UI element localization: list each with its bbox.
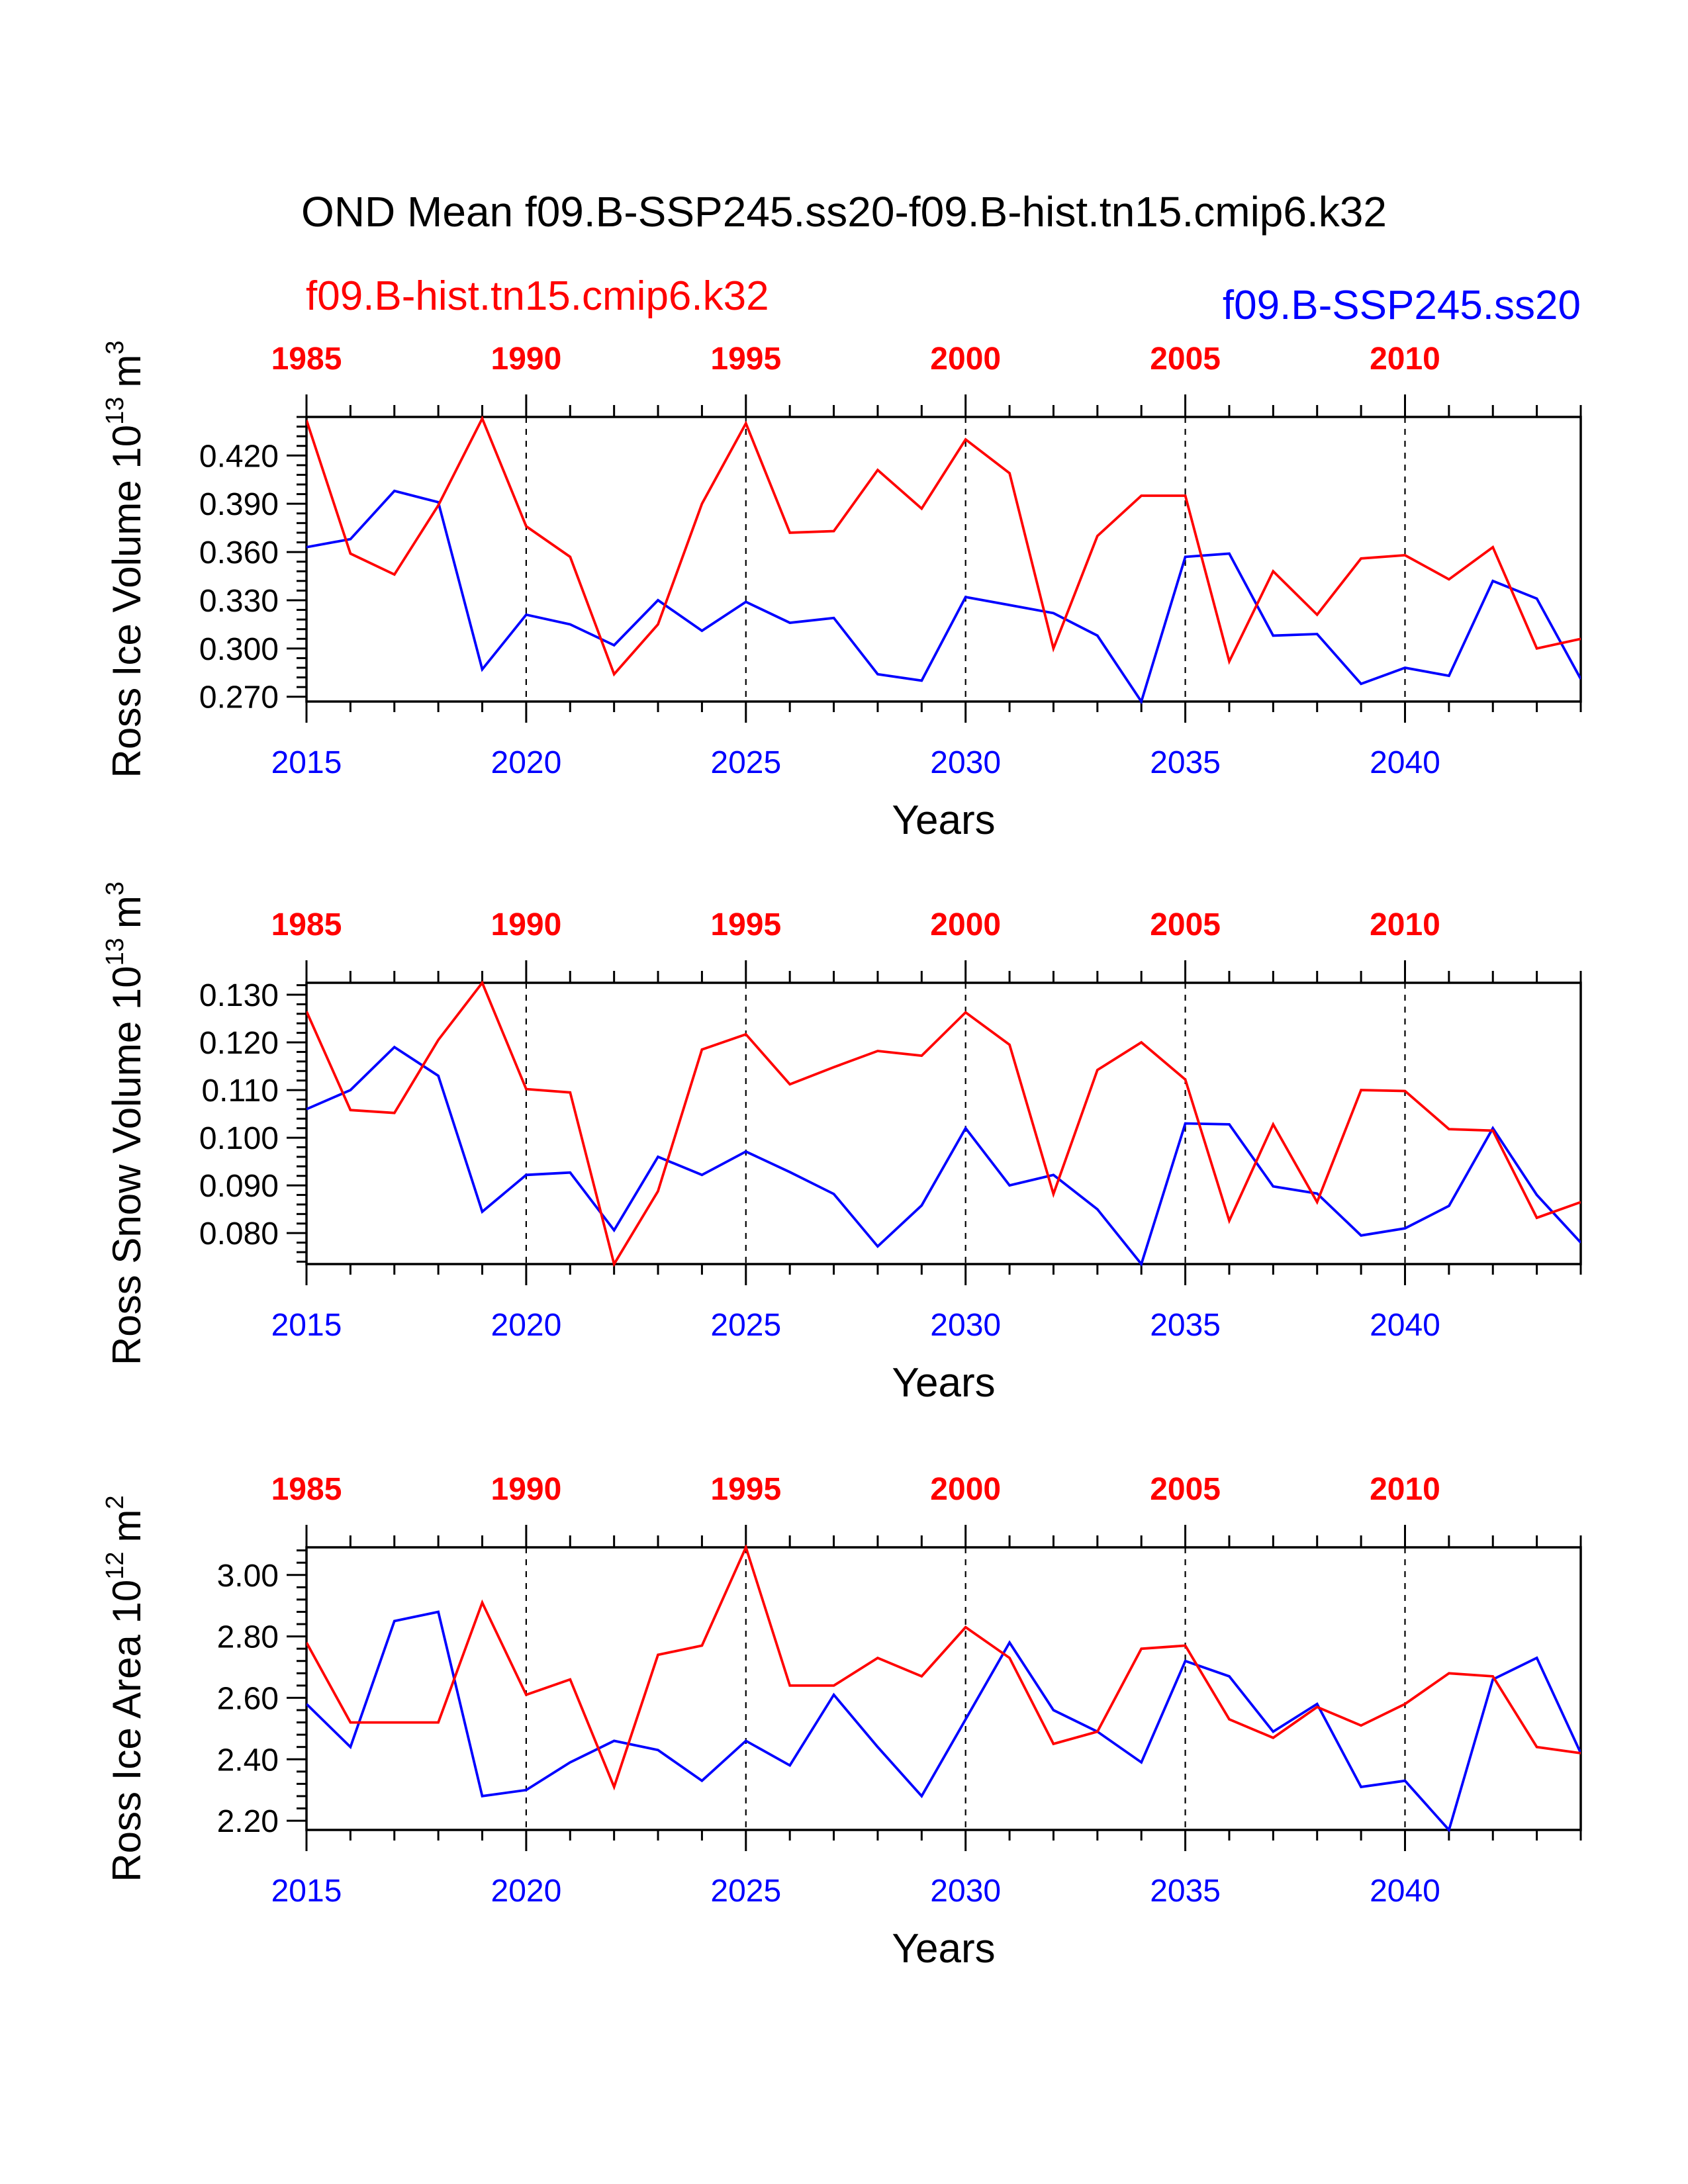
- y-axis-label-unit: m: [105, 895, 149, 929]
- x-tick-label-top: 1995: [710, 1472, 781, 1507]
- y-axis-label-unit: m: [105, 355, 149, 388]
- x-tick-label-top: 1990: [491, 1472, 562, 1507]
- series-line-hist: [306, 415, 1581, 677]
- y-tick-label: 0.100: [199, 1121, 279, 1156]
- x-tick-label-bottom: 2035: [1150, 1874, 1221, 1909]
- x-tick-label-top: 1995: [710, 907, 781, 942]
- y-tick-label: 0.090: [199, 1169, 279, 1204]
- y-axis-label: Ross Ice Area 1012 m2: [101, 1495, 149, 1882]
- y-axis-label-unit: m: [105, 1509, 149, 1542]
- plot-frame: [305, 981, 1582, 1265]
- y-axis-label-unit-exp: 3: [101, 882, 129, 895]
- x-axis-label: Years: [892, 797, 995, 843]
- y-tick-label: 2.40: [217, 1743, 279, 1778]
- x-tick-label-top: 1995: [710, 341, 781, 377]
- x-tick-label-bottom: 2040: [1370, 745, 1440, 780]
- y-tick-label: 0.110: [201, 1073, 279, 1109]
- series-line-hist: [306, 980, 1581, 1267]
- y-tick-label: 0.120: [199, 1026, 279, 1061]
- y-axis-label-text: Ross Ice Area 10: [105, 1580, 149, 1882]
- x-tick-label-bottom: 2025: [710, 1308, 781, 1343]
- x-tick-label-top: 1990: [491, 341, 562, 377]
- x-tick-label-bottom: 2030: [930, 745, 1001, 780]
- legend-hist-label: f09.B-hist.tn15.cmip6.k32: [306, 273, 769, 319]
- figure-title: OND Mean f09.B-SSP245.ss20-f09.B-hist.tn…: [301, 188, 1387, 236]
- series-line-ssp245: [306, 489, 1581, 704]
- panel-2: 2015 2020 2025 2030 2035 2040 1985 1990 1995 2000…: [101, 882, 1582, 1406]
- y-tick-label: 0.130: [199, 978, 279, 1013]
- x-tick-label-bottom: 2015: [271, 1308, 342, 1343]
- y-axis-label-exp: 12: [101, 1551, 129, 1579]
- x-tick-label-top: 1985: [271, 907, 342, 942]
- y-axis-label: Ross Ice Volume 1013 m3: [101, 340, 149, 778]
- y-tick-label: 3.00: [217, 1559, 279, 1594]
- panel-1: 2015 2020 2025 2030 2035 2040 1985 1990 1995 2000…: [101, 340, 1582, 843]
- panel-3: 2015 2020 2025 2030 2035 2040 1985 1990 1995 2000…: [101, 1472, 1582, 1972]
- plot-frame: [305, 416, 1582, 703]
- y-tick-label: 0.330: [199, 584, 279, 619]
- x-tick-label-bottom: 2020: [491, 745, 562, 780]
- y-tick-label: 0.390: [199, 487, 279, 522]
- y-axis-label-unit-exp: 2: [101, 1495, 129, 1509]
- x-tick-label-top: 2005: [1150, 1472, 1221, 1507]
- x-tick-label-bottom: 2040: [1370, 1874, 1440, 1909]
- y-tick-label: 0.360: [199, 535, 279, 570]
- x-tick-label-bottom: 2020: [491, 1308, 562, 1343]
- x-tick-label-top: 2010: [1370, 907, 1440, 942]
- x-tick-label-top: 2010: [1370, 341, 1440, 377]
- y-axis-label-text: Ross Snow Volume 10: [105, 966, 149, 1365]
- x-tick-label-bottom: 2035: [1150, 1308, 1221, 1343]
- y-axis-label: Ross Snow Volume 1013 m3: [101, 882, 149, 1365]
- x-tick-label-top: 1990: [491, 907, 562, 942]
- x-tick-label-top: 2010: [1370, 1472, 1440, 1507]
- x-tick-label-top: 2005: [1150, 907, 1221, 942]
- y-axis-label-unit-exp: 3: [101, 340, 129, 354]
- y-axis-label-exp: 13: [101, 397, 129, 425]
- x-tick-label-bottom: 2025: [710, 745, 781, 780]
- y-tick-label: 2.80: [217, 1620, 279, 1655]
- plot-frame: [305, 1546, 1582, 1831]
- y-tick-label: 2.60: [217, 1681, 279, 1716]
- y-axis-label-exp: 13: [101, 938, 129, 966]
- series-line-ssp245: [306, 1045, 1581, 1267]
- panels: 2015 2020 2025 2030 2035 2040 1985 1990 1995 2000…: [101, 340, 1582, 1972]
- series-line-hist: [306, 1545, 1581, 1791]
- x-tick-label-top: 2005: [1150, 341, 1221, 377]
- x-tick-label-top: 2000: [930, 341, 1001, 377]
- x-tick-label-top: 2000: [930, 1472, 1001, 1507]
- x-tick-label-top: 2000: [930, 907, 1001, 942]
- x-tick-label-bottom: 2020: [491, 1874, 562, 1909]
- y-tick-label: 0.420: [199, 439, 279, 474]
- y-tick-label: 0.270: [199, 680, 279, 715]
- x-tick-label-bottom: 2040: [1370, 1308, 1440, 1343]
- y-tick-label: 0.080: [199, 1216, 279, 1251]
- x-tick-label-bottom: 2030: [930, 1308, 1001, 1343]
- x-tick-label-top: 1985: [271, 1472, 342, 1507]
- y-tick-label: 0.300: [199, 632, 279, 667]
- series-line-ssp245: [306, 1610, 1581, 1833]
- x-tick-label-bottom: 2015: [271, 1874, 342, 1909]
- x-tick-label-bottom: 2030: [930, 1874, 1001, 1909]
- x-tick-label-bottom: 2025: [710, 1874, 781, 1909]
- y-axis-label-text: Ross Ice Volume 10: [105, 425, 149, 778]
- x-axis-label: Years: [892, 1360, 995, 1406]
- legend-ssp-label: f09.B-SSP245.ss20: [1223, 283, 1581, 328]
- x-tick-label-bottom: 2035: [1150, 745, 1221, 780]
- x-tick-label-bottom: 2015: [271, 745, 342, 780]
- y-tick-label: 2.20: [217, 1804, 279, 1839]
- x-tick-label-top: 1985: [271, 341, 342, 377]
- x-axis-label: Years: [892, 1926, 995, 1972]
